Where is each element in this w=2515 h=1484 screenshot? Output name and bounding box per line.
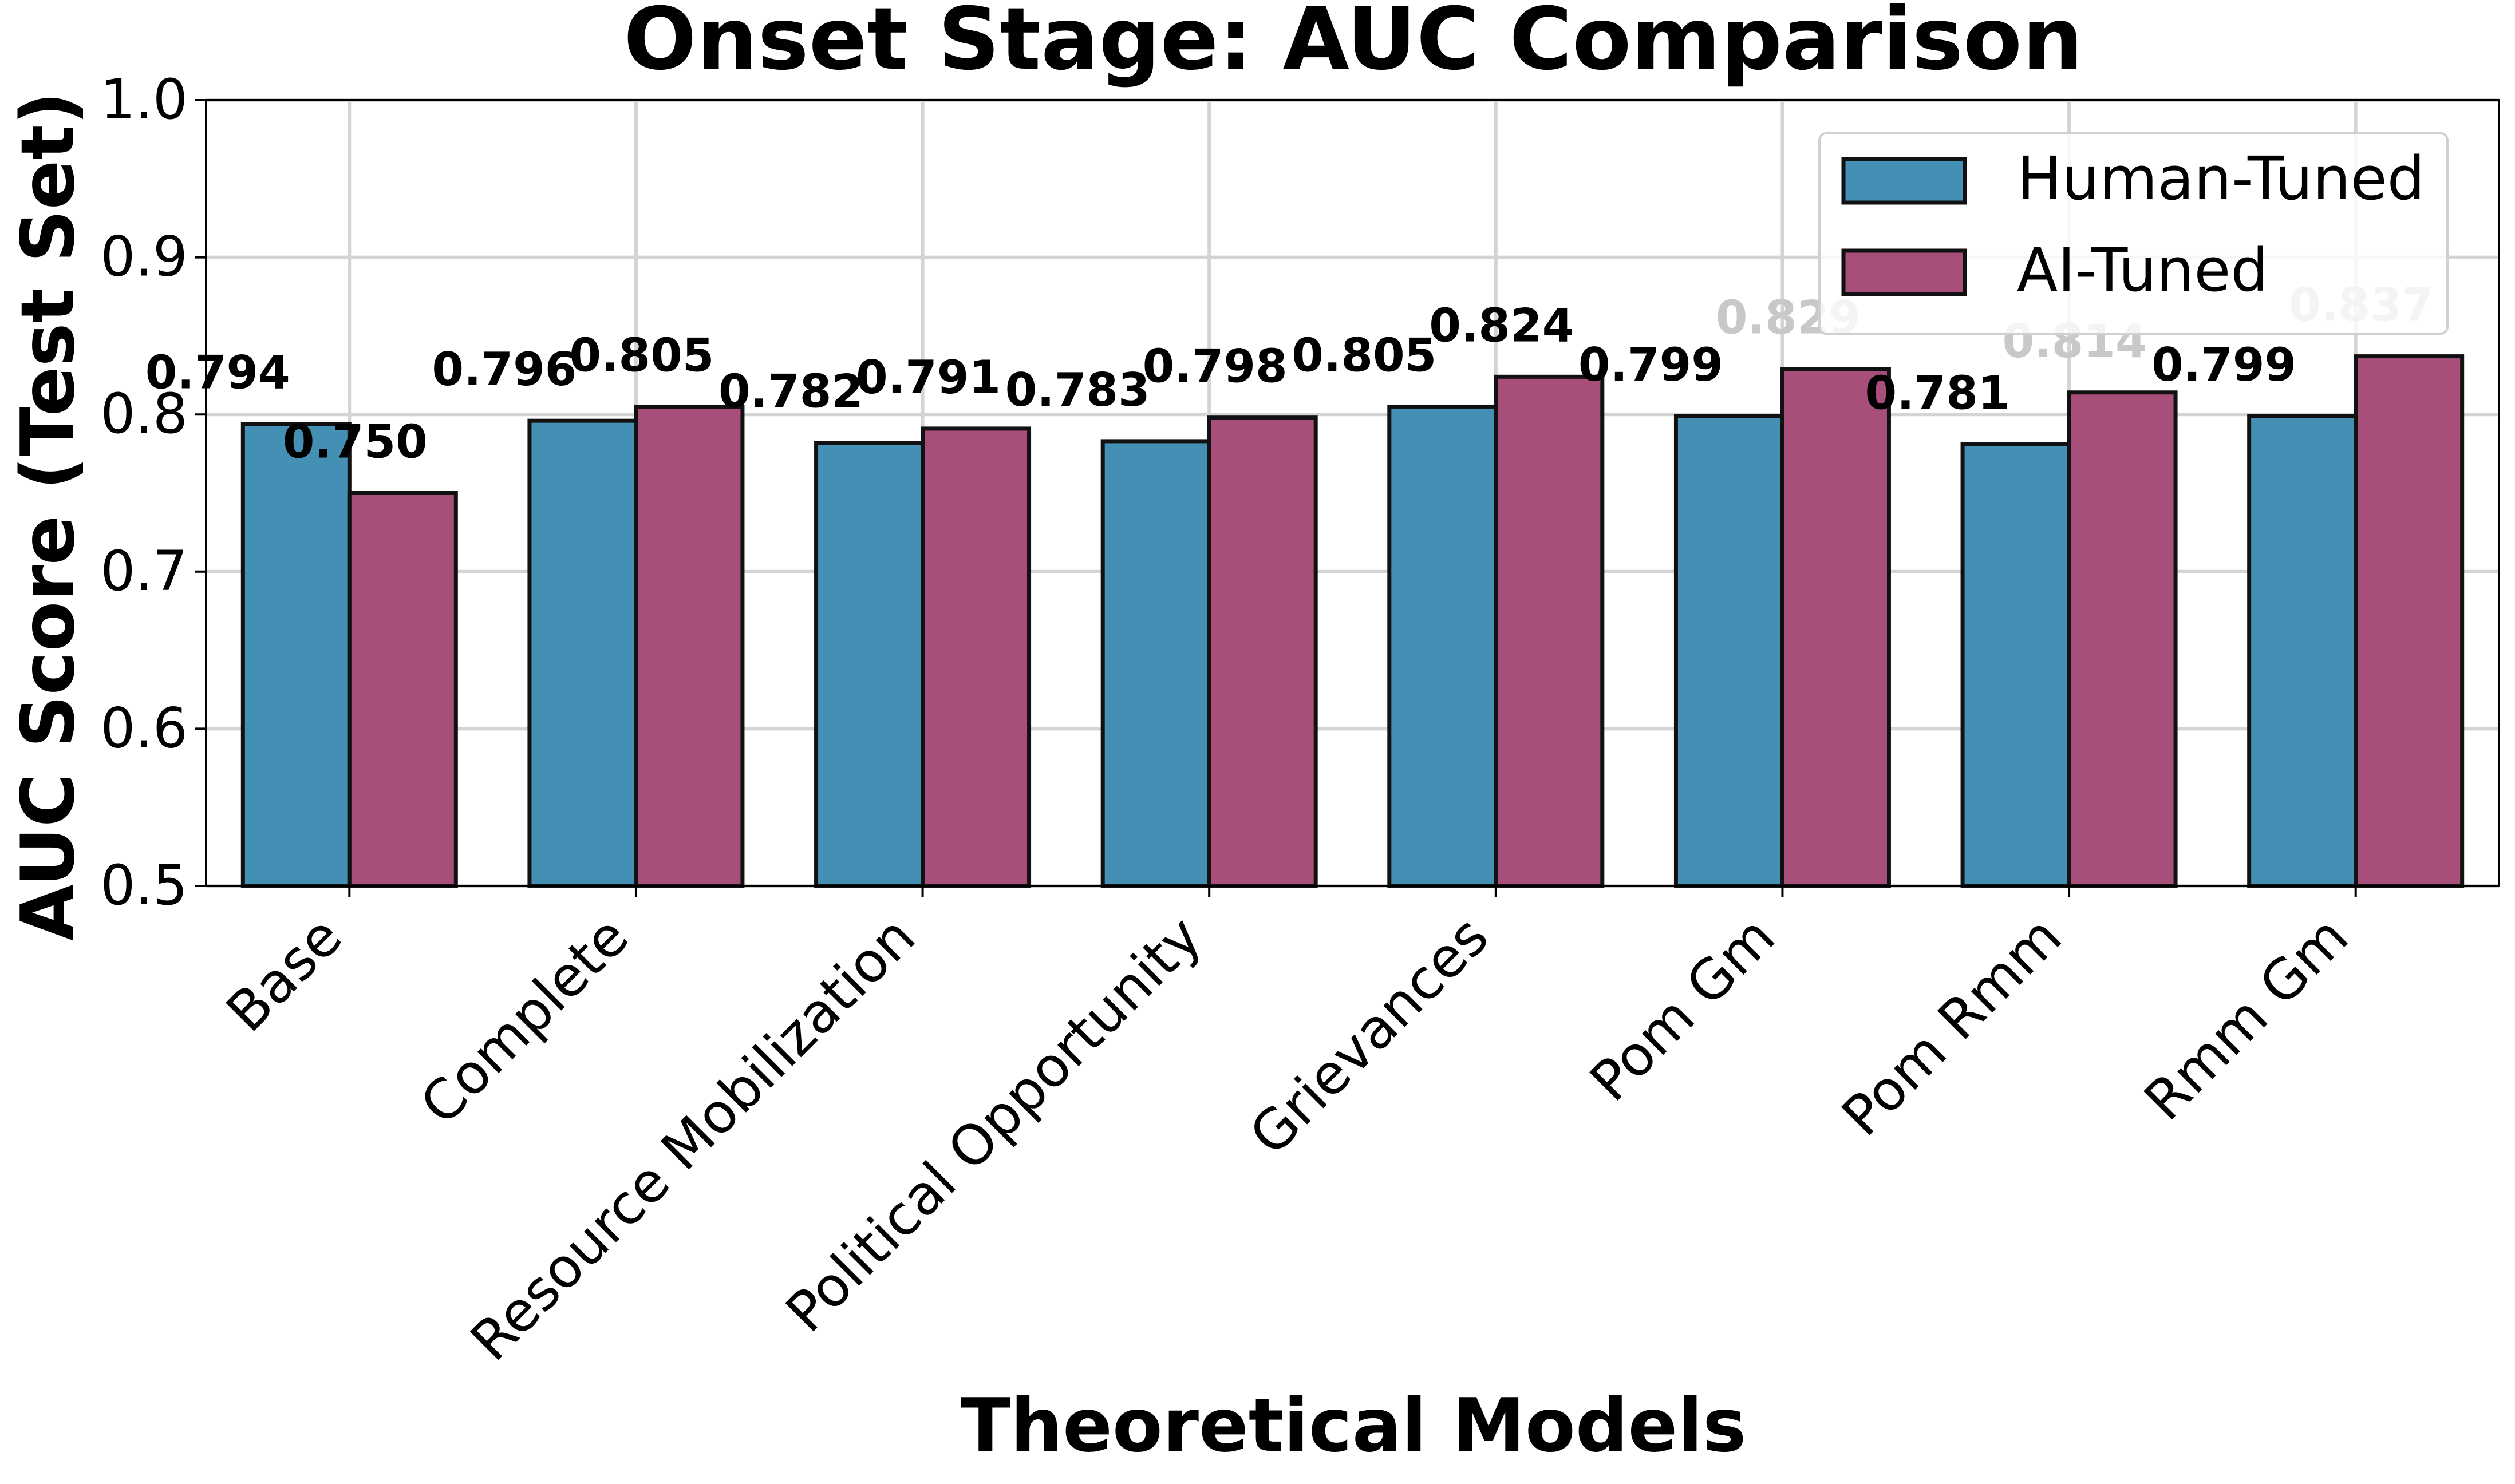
legend-box (1818, 132, 2449, 335)
data-label: 0.791 (856, 351, 1001, 404)
data-label: 0.799 (2151, 338, 2296, 391)
bar-human-tuned (527, 418, 638, 888)
legend-swatch (1841, 157, 1967, 205)
data-label: 0.750 (283, 415, 428, 469)
y-tick-label: 0.7 (100, 539, 188, 603)
y-axis-label: AUC Score (Test Set) (6, 92, 91, 941)
data-label: 0.794 (145, 346, 290, 399)
data-label: 0.781 (1865, 366, 2010, 420)
legend: Human-Tuned AI-Tuned (1818, 132, 2449, 335)
bar-ai-tuned (1780, 367, 1891, 888)
y-tick-label: 1.0 (100, 68, 188, 132)
y-tick-label: 0.6 (100, 696, 188, 760)
data-label: 0.798 (1143, 340, 1288, 393)
data-label: 0.783 (1005, 363, 1150, 417)
data-label: 0.796 (432, 343, 577, 396)
data-label: 0.805 (569, 329, 714, 382)
data-label: 0.824 (1429, 299, 1574, 352)
bar-ai-tuned (2354, 354, 2465, 888)
bar-human-tuned (814, 441, 925, 888)
y-tick-label: 0.5 (100, 853, 188, 917)
data-label: 0.799 (1578, 338, 1723, 391)
bar-human-tuned (1387, 404, 1498, 888)
y-tick-label: 0.9 (100, 225, 188, 289)
bar-ai-tuned (921, 426, 1032, 888)
data-label: 0.782 (718, 365, 863, 418)
bar-ai-tuned (2067, 390, 2178, 888)
x-axis-label: Theoretical Models (961, 1383, 1747, 1469)
bar-human-tuned (2247, 414, 2358, 888)
bar-ai-tuned (634, 404, 745, 888)
bar-human-tuned (240, 422, 352, 888)
plot-frame (205, 99, 2500, 887)
legend-swatch (1841, 248, 1967, 296)
data-label: 0.805 (1292, 329, 1436, 382)
bars (240, 354, 2465, 888)
chart-title: Onset Stage: AUC Comparison (623, 0, 2083, 89)
legend-label: AI-Tuned (2017, 235, 2268, 305)
bar-human-tuned (1673, 414, 1784, 888)
bar-human-tuned (1100, 439, 1211, 888)
legend-label: Human-Tuned (2017, 144, 2425, 213)
bar-ai-tuned (347, 491, 458, 888)
bar-ai-tuned (1207, 415, 1318, 888)
bar-ai-tuned (1494, 374, 1605, 888)
bar-human-tuned (1960, 442, 2071, 888)
y-tick-label: 0.8 (100, 382, 188, 446)
